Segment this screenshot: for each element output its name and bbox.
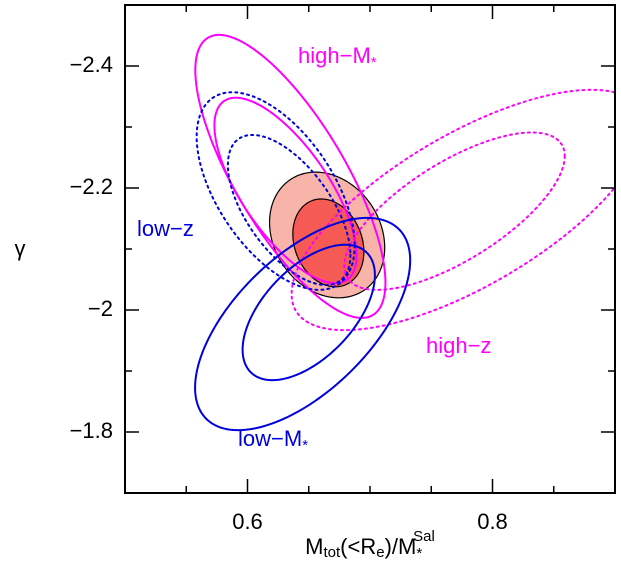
y-tick-label: −2 xyxy=(88,296,113,321)
y-tick-label: −1.8 xyxy=(70,418,113,443)
plot-area xyxy=(194,33,615,432)
series-label: high−z xyxy=(426,333,491,358)
series-label-sub: * xyxy=(371,54,377,71)
series-label: low−M* xyxy=(238,426,308,454)
x-label-part: e xyxy=(376,544,384,561)
contour xyxy=(213,96,358,285)
x-tick-label: 0.8 xyxy=(477,509,508,534)
x-label-part: M xyxy=(305,534,323,559)
y-axis-label: γ xyxy=(15,236,26,261)
series-label-sub: * xyxy=(302,437,308,454)
x-label-part: * xyxy=(416,545,422,562)
contour xyxy=(290,88,615,332)
x-label-part: (<R xyxy=(340,534,376,559)
contour xyxy=(194,216,412,432)
x-label-part: Sal xyxy=(413,528,435,545)
contour xyxy=(226,133,352,286)
contour xyxy=(241,243,376,382)
y-tick-label: −2.4 xyxy=(70,52,113,77)
x-tick-label: 0.6 xyxy=(232,509,263,534)
series-label-text: low−M xyxy=(238,426,302,451)
series-label-text: high−M xyxy=(298,43,371,68)
contour xyxy=(195,91,356,291)
y-tick-label: −2.2 xyxy=(70,174,113,199)
x-axis-label: Mtot(<Re)/M*Sal xyxy=(305,528,435,562)
series-label: high−M* xyxy=(298,43,377,71)
x-label-part: tot xyxy=(323,544,341,561)
x-label-part: )/M xyxy=(385,534,417,559)
contour xyxy=(343,131,566,291)
contour xyxy=(194,33,387,319)
series-label: low−z xyxy=(137,216,194,241)
